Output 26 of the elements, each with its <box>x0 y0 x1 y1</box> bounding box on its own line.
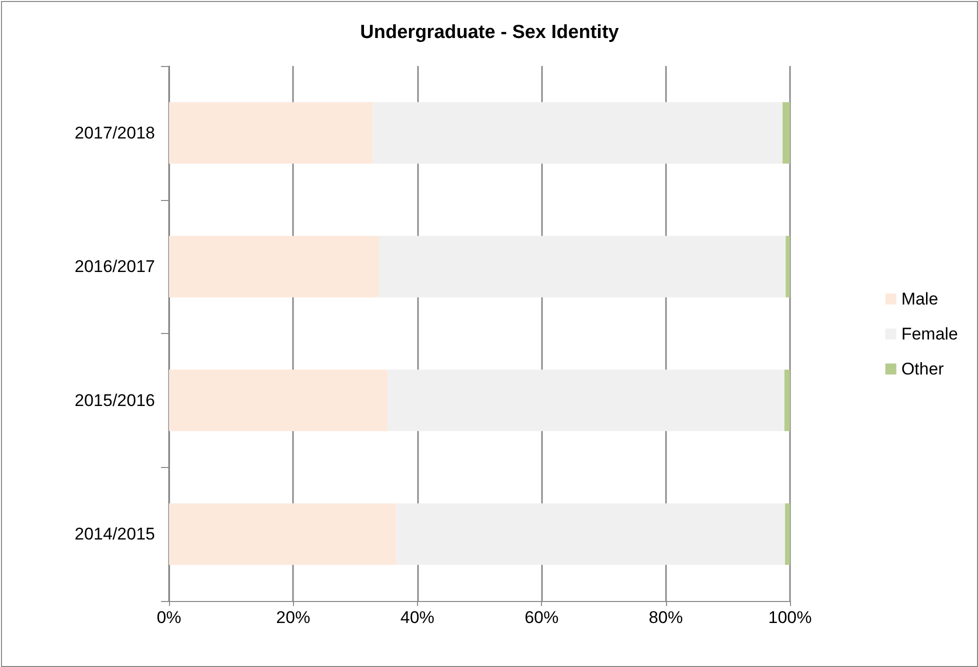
legend-label: Other <box>901 360 944 378</box>
bar <box>380 236 786 298</box>
x-tick-label: 60% <box>524 608 559 627</box>
x-tick-label: 80% <box>648 608 683 627</box>
y-tick-label: 2017/2018 <box>74 123 155 142</box>
bar <box>785 503 790 565</box>
bar <box>169 102 373 164</box>
y-tick-label: 2014/2015 <box>74 524 155 544</box>
bar <box>786 236 790 298</box>
bar <box>169 370 388 432</box>
x-tick-label: 100% <box>768 608 812 627</box>
bar <box>169 236 380 298</box>
bar <box>782 102 790 164</box>
legend-label: Male <box>901 290 938 308</box>
x-tick-label: 40% <box>400 608 434 627</box>
bar <box>169 503 396 565</box>
y-tick-label: 2016/2017 <box>74 257 155 276</box>
x-tick-label: 20% <box>276 608 310 627</box>
y-tick-label: 2015/2016 <box>74 390 155 410</box>
bar <box>784 370 790 432</box>
bar <box>388 370 784 432</box>
legend-label: Female <box>901 324 958 344</box>
bar <box>372 102 783 164</box>
x-tick-label: 0% <box>156 608 182 627</box>
chart-title: Undergraduate - Sex Identity <box>360 22 620 43</box>
bar <box>396 503 786 565</box>
